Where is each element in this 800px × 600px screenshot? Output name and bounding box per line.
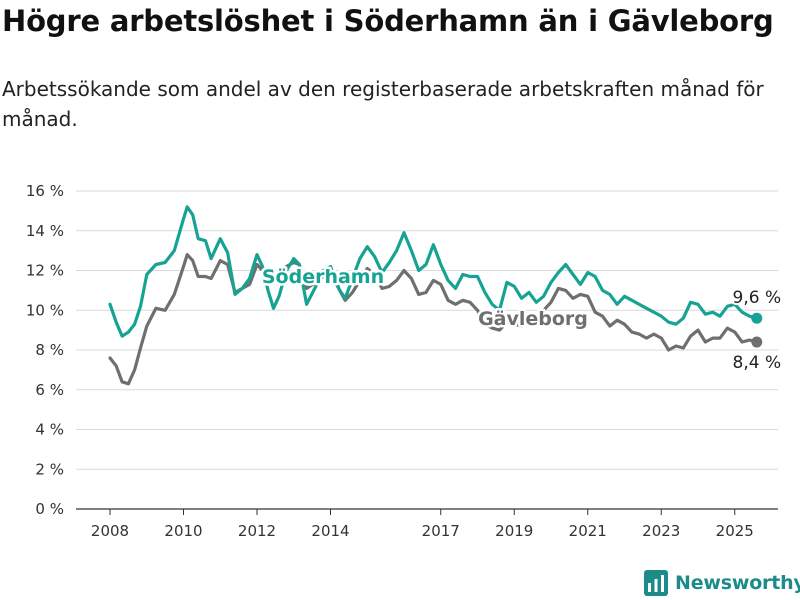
series-name-label: Söderhamn xyxy=(262,266,384,288)
newsworthy-chart-logo-icon xyxy=(644,570,668,596)
series-end-point-1 xyxy=(751,336,763,348)
chart-subtitle: Arbetssökande som andel av den registerb… xyxy=(2,77,764,131)
series-end-value-label: 9,6 % xyxy=(733,288,782,308)
x-tick-label: 2023 xyxy=(642,522,680,540)
x-tick-label: 2008 xyxy=(91,522,129,540)
y-tick-label: 16 % xyxy=(26,182,64,200)
grid-lines xyxy=(76,190,778,510)
x-tick-label: 2021 xyxy=(569,522,607,540)
series-end-value-label: 8,4 % xyxy=(733,353,782,373)
series-end-point-0 xyxy=(751,312,763,324)
series-name-label: Gävleborg xyxy=(478,308,588,330)
y-tick-label: 14 % xyxy=(26,222,64,240)
x-tick-label: 2012 xyxy=(238,522,276,540)
x-tick-label: 2014 xyxy=(311,522,349,540)
x-tick-label: 2017 xyxy=(422,522,460,540)
chart-title: Högre arbetslöshet i Söderhamn än i Gävl… xyxy=(2,4,774,38)
y-tick-label: 8 % xyxy=(35,341,64,359)
x-tick-label: 2025 xyxy=(716,522,754,540)
x-tick-label: 2010 xyxy=(164,522,202,540)
brand-name: Newsworthy xyxy=(675,572,800,594)
y-tick-label: 0 % xyxy=(35,500,64,518)
series-lines xyxy=(108,205,763,386)
brand-logo: Newsworthy xyxy=(644,568,800,598)
x-tick-label: 2019 xyxy=(495,522,533,540)
y-tick-label: 12 % xyxy=(26,262,64,280)
y-tick-label: 10 % xyxy=(26,301,64,319)
axes: 0 % 2 % 4 % 6 % 8 % 10 % 12 % 14 % 16 % 2008 2010 2… xyxy=(26,182,754,540)
series-line-0 xyxy=(108,205,759,338)
series-line-1 xyxy=(108,253,759,386)
y-tick-label: 6 % xyxy=(35,381,64,399)
y-tick-label: 2 % xyxy=(35,460,64,478)
y-tick-label: 4 % xyxy=(35,421,64,439)
series-labels: Söderhamn Gävleborg 9,6 % 8,4 % xyxy=(259,264,783,376)
